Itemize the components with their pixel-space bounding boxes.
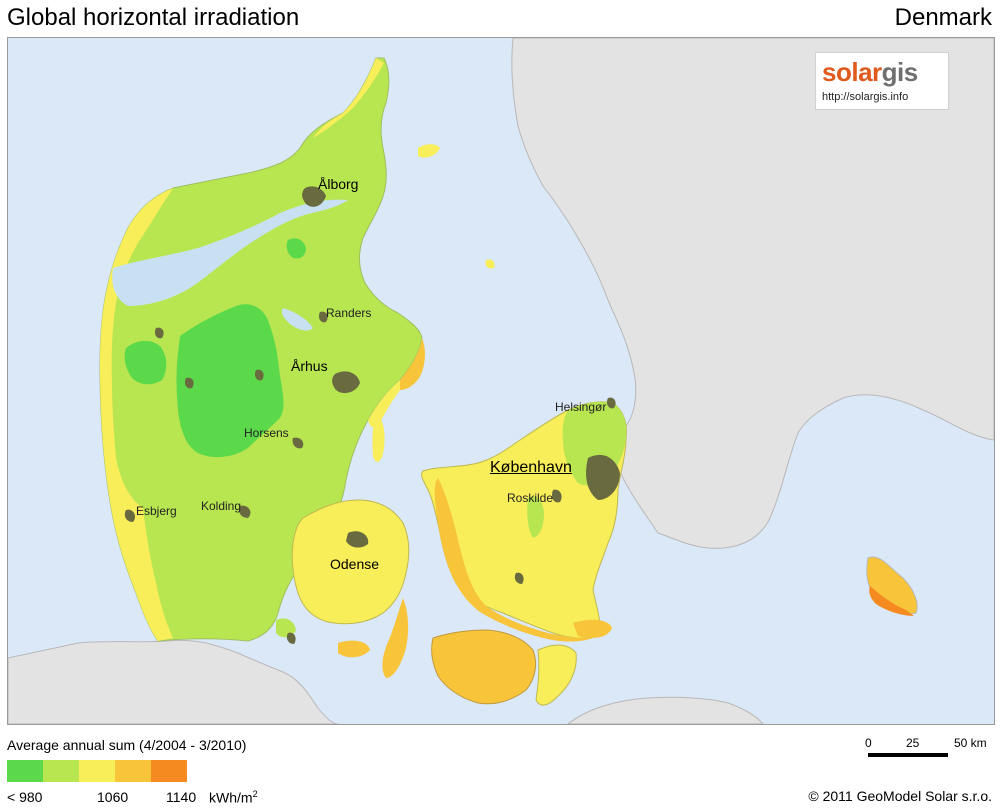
djursland-yellow	[368, 380, 400, 428]
bornholm-south	[869, 586, 914, 616]
germany-east	[567, 696, 764, 724]
map-svg	[8, 38, 994, 724]
city-label-kobenhavn: København	[490, 459, 572, 476]
anholt-island	[485, 259, 495, 269]
skagen-band	[313, 58, 384, 138]
limfjord	[112, 199, 348, 306]
scale-label-50: 50 km	[954, 736, 987, 750]
solargis-brand-box[interactable]: solargis http://solargis.info	[815, 52, 949, 110]
legend-unit-base: kWh/m	[209, 789, 253, 806]
legend-swatch-2	[43, 760, 79, 782]
djursland-band	[400, 338, 425, 390]
legend-title: Average annual sum (4/2004 - 3/2010)	[7, 737, 247, 753]
solargis-logo: solargis	[822, 57, 918, 87]
city-label-randers: Randers	[326, 306, 372, 320]
legend-swatch-3	[79, 760, 115, 782]
legend-tick-high: 1140	[166, 789, 197, 805]
city-label-kolding: Kolding	[201, 499, 242, 513]
copyright-notice: © 2011 GeoModel Solar s.r.o.	[808, 788, 992, 804]
city-label-helsingor: Helsingør	[555, 400, 607, 414]
city-label-horsens: Horsens	[244, 426, 289, 440]
aero-island	[338, 640, 370, 658]
map-title: Global horizontal irradiation	[7, 4, 300, 31]
city-label-odense: Odense	[330, 556, 380, 572]
legend-unit-exponent: 2	[252, 789, 258, 799]
randers-fjord	[281, 308, 313, 331]
map-canvas[interactable]: solargis http://solargis.info Ålborg Ran…	[7, 37, 995, 725]
city-label-roskilde: Roskilde	[507, 491, 554, 505]
roskilde-green	[527, 496, 544, 538]
jutland-west-coast-band	[100, 188, 173, 641]
falster-island	[535, 644, 577, 706]
langeland-island	[382, 598, 409, 678]
logo-part-gis: gis	[881, 57, 919, 87]
sweden-landmass	[511, 38, 994, 549]
fyn-island	[291, 499, 410, 625]
scale-bar: 0 25 50 km	[865, 736, 994, 766]
zealand-west-coast-band	[434, 478, 598, 642]
brand-url-link[interactable]: http://solargis.info	[822, 91, 909, 103]
legend-color-scale	[7, 760, 187, 782]
mon-island	[573, 619, 612, 638]
city-label-arhus: Århus	[291, 358, 328, 374]
city-label-esbjerg: Esbjerg	[136, 504, 177, 518]
west-green-patch	[124, 340, 167, 385]
legend-unit: kWh/m2	[209, 789, 258, 806]
germany-landmass	[8, 639, 339, 724]
region-name: Denmark	[894, 4, 992, 31]
samso-island	[372, 417, 385, 462]
legend-swatch-1	[7, 760, 43, 782]
laeso-island	[418, 144, 440, 158]
scale-label-0: 0	[865, 736, 872, 750]
logo-part-solar: solar	[822, 57, 882, 87]
legend-swatch-4	[115, 760, 151, 782]
lolland-island	[431, 629, 537, 705]
north-green-patch	[286, 238, 306, 259]
central-jutland-green-zone	[176, 304, 284, 458]
legend-swatch-5	[151, 760, 187, 782]
legend-tick-mid: 1060	[97, 789, 129, 805]
urban-areas	[124, 186, 620, 644]
scale-bar-line	[868, 753, 948, 757]
city-label-alborg: Ålborg	[318, 176, 359, 192]
scale-label-25: 25	[906, 736, 920, 750]
als-island	[276, 618, 296, 638]
legend-tick-low: < 980	[7, 789, 43, 805]
